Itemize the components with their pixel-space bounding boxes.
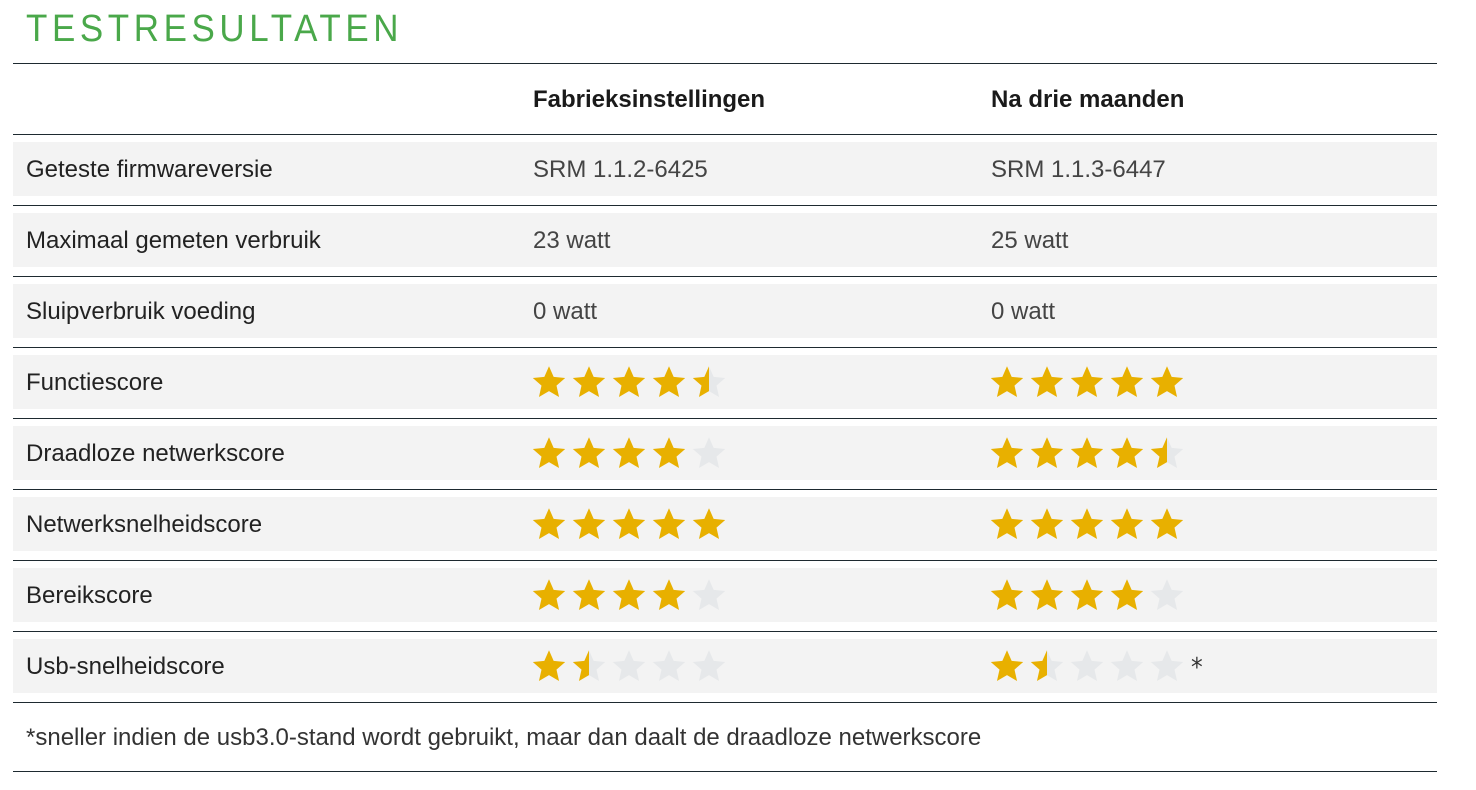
- divider: [13, 134, 1437, 135]
- star-filled-icon: [1110, 437, 1144, 468]
- star-filled-icon: [1030, 508, 1064, 539]
- star-filled-icon: [532, 650, 566, 681]
- divider: [13, 560, 1437, 561]
- star-empty-icon: [1150, 579, 1184, 610]
- star-filled-icon: [652, 437, 686, 468]
- star-rating: [989, 506, 1185, 542]
- divider: [13, 489, 1437, 490]
- star-filled-icon: [652, 579, 686, 610]
- star-filled-icon: [1070, 579, 1104, 610]
- star-rating: *: [989, 648, 1203, 688]
- divider: [13, 205, 1437, 206]
- divider: [13, 771, 1437, 772]
- star-filled-icon: [1150, 366, 1184, 397]
- star-rating: [531, 506, 727, 542]
- table-row: Bereikscore: [13, 568, 1437, 622]
- star-filled-icon: [612, 508, 646, 539]
- table-row: Netwerksnelheidscore: [13, 497, 1437, 551]
- divider: [13, 631, 1437, 632]
- star-half-icon: [572, 650, 606, 681]
- row-value: 23 watt: [533, 227, 611, 254]
- star-filled-icon: [532, 437, 566, 468]
- row-label: Geteste firmwareversie: [26, 156, 273, 183]
- column-header-three-months: Na drie maanden: [991, 86, 1185, 113]
- star-filled-icon: [532, 508, 566, 539]
- star-filled-icon: [612, 437, 646, 468]
- star-filled-icon: [1030, 579, 1064, 610]
- table-row: Functiescore: [13, 355, 1437, 409]
- star-half-icon: [1030, 650, 1064, 681]
- star-half-icon: [692, 366, 726, 397]
- star-rating: [531, 648, 727, 684]
- star-filled-icon: [1110, 366, 1144, 397]
- star-filled-icon: [612, 366, 646, 397]
- row-value: 25 watt: [991, 227, 1069, 254]
- star-filled-icon: [990, 508, 1024, 539]
- star-filled-icon: [572, 437, 606, 468]
- divider: [13, 276, 1437, 277]
- table-row: Draadloze netwerkscore: [13, 426, 1437, 480]
- row-value: SRM 1.1.2-6425: [533, 156, 708, 183]
- star-filled-icon: [990, 650, 1024, 681]
- star-half-icon: [1150, 437, 1184, 468]
- star-filled-icon: [1110, 579, 1144, 610]
- row-value: 0 watt: [991, 298, 1056, 325]
- star-filled-icon: [990, 579, 1024, 610]
- star-empty-icon: [652, 650, 686, 681]
- row-label: Draadloze netwerkscore: [26, 440, 285, 467]
- table-row: Usb-snelheidscore *: [13, 639, 1437, 693]
- row-value: SRM 1.1.3-6447: [991, 156, 1166, 183]
- star-filled-icon: [692, 508, 726, 539]
- table-row: Sluipverbruik voeding 0 watt 0 watt: [13, 284, 1437, 338]
- row-value: 0 watt: [533, 298, 598, 325]
- column-header-factory: Fabrieksinstellingen: [533, 86, 766, 113]
- row-label: Netwerksnelheidscore: [26, 511, 263, 538]
- star-empty-icon: [692, 650, 726, 681]
- star-filled-icon: [1070, 366, 1104, 397]
- star-empty-icon: [1110, 650, 1144, 681]
- star-empty-icon: [612, 650, 646, 681]
- star-filled-icon: [532, 366, 566, 397]
- page-title: TESTRESULTATEN: [26, 8, 404, 50]
- star-filled-icon: [1070, 508, 1104, 539]
- star-filled-icon: [1070, 437, 1104, 468]
- divider: [13, 347, 1437, 348]
- star-empty-icon: [1070, 650, 1104, 681]
- star-rating: [531, 364, 727, 400]
- star-filled-icon: [612, 579, 646, 610]
- star-filled-icon: [572, 508, 606, 539]
- star-rating: [989, 364, 1185, 400]
- star-empty-icon: [1150, 650, 1184, 681]
- star-filled-icon: [532, 579, 566, 610]
- row-label: Functiescore: [26, 369, 164, 396]
- row-label: Bereikscore: [26, 582, 153, 609]
- table-row: Geteste firmwareversie SRM 1.1.2-6425 SRM …: [13, 142, 1437, 196]
- row-label: Sluipverbruik voeding: [26, 298, 256, 325]
- star-filled-icon: [572, 366, 606, 397]
- star-filled-icon: [1110, 508, 1144, 539]
- star-filled-icon: [990, 437, 1024, 468]
- star-filled-icon: [652, 508, 686, 539]
- star-rating: [989, 435, 1185, 471]
- footnote: *sneller indien de usb3.0-stand wordt ge…: [26, 724, 982, 751]
- row-label: Maximaal gemeten verbruik: [26, 227, 321, 254]
- star-rating: [531, 435, 727, 471]
- star-filled-icon: [1030, 437, 1064, 468]
- table-row: Maximaal gemeten verbruik 23 watt 25 watt: [13, 213, 1437, 267]
- star-filled-icon: [1030, 366, 1064, 397]
- star-filled-icon: [1150, 508, 1184, 539]
- divider: [13, 63, 1437, 64]
- star-filled-icon: [572, 579, 606, 610]
- star-filled-icon: [652, 366, 686, 397]
- star-rating: [989, 577, 1185, 613]
- star-filled-icon: [990, 366, 1024, 397]
- footnote-marker: *: [1191, 653, 1203, 683]
- star-empty-icon: [692, 579, 726, 610]
- star-empty-icon: [692, 437, 726, 468]
- divider: [13, 418, 1437, 419]
- row-label: Usb-snelheidscore: [26, 653, 225, 680]
- divider: [13, 702, 1437, 703]
- star-rating: [531, 577, 727, 613]
